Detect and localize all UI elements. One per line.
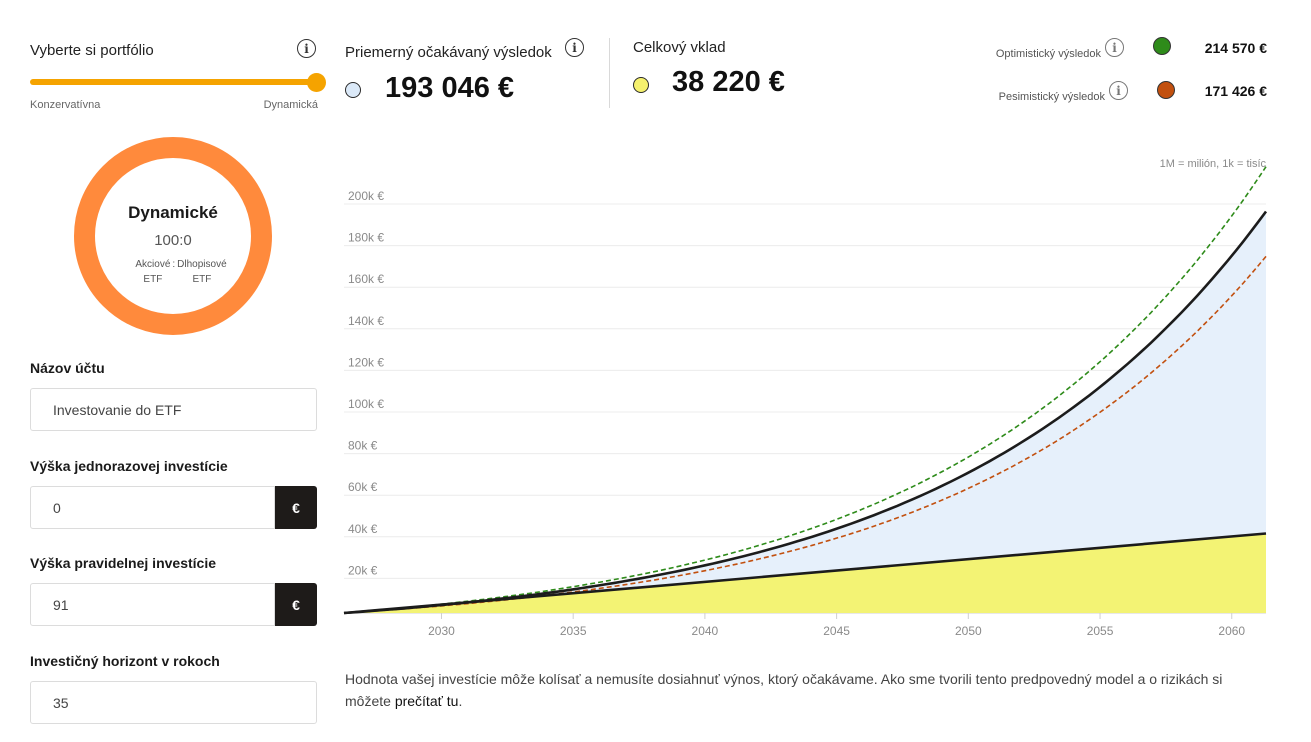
- legend-bonds-line1: Dlhopisové: [177, 259, 227, 270]
- legend-stocks-line2: ETF: [143, 274, 163, 285]
- total-deposit-label: Celkový vklad: [633, 39, 726, 56]
- summary-divider: [609, 38, 610, 108]
- chart-unit-note: 1M = milión, 1k = tisíc: [1160, 158, 1267, 170]
- pessimistic-value: 171 426 €: [1204, 83, 1267, 99]
- regular-investment-label: Výška pravidelnej investície: [30, 555, 216, 571]
- account-name-label: Názov účtu: [30, 360, 105, 376]
- horizon-input[interactable]: 35: [30, 681, 317, 724]
- disclaimer-text: Hodnota vašej investície môže kolísať a …: [345, 671, 1223, 709]
- optimistic-line: [343, 166, 1267, 614]
- y-tick-label: 180k €: [348, 231, 384, 245]
- y-tick-label: 40k €: [348, 522, 378, 536]
- info-icon[interactable]: i: [297, 39, 316, 58]
- portfolio-slider-track[interactable]: [30, 79, 320, 85]
- info-icon[interactable]: i: [565, 38, 584, 57]
- regular-investment-currency-button[interactable]: €: [275, 583, 317, 626]
- lump-sum-label: Výška jednorazovej investície: [30, 458, 228, 474]
- x-tick-label: 2060: [1218, 624, 1245, 638]
- x-tick-label: 2040: [692, 624, 719, 638]
- optimistic-value: 214 570 €: [1204, 40, 1267, 56]
- info-icon[interactable]: i: [1109, 81, 1128, 100]
- regular-investment-input[interactable]: 91: [30, 583, 275, 626]
- optimistic-label: Optimistický výsledok: [995, 48, 1101, 60]
- average-result-label: Priemerný očakávaný výsledok: [345, 44, 552, 61]
- disclaimer-link[interactable]: prečítať tu: [394, 693, 459, 709]
- y-tick-label: 20k €: [348, 563, 378, 577]
- y-tick-label: 60k €: [348, 480, 378, 494]
- legend-bonds-line2: ETF: [192, 274, 212, 285]
- y-tick-label: 80k €: [348, 439, 378, 453]
- horizon-label: Investičný horizont v rokoch: [30, 653, 220, 669]
- average-legend-dot: [345, 82, 361, 98]
- y-tick-label: 200k €: [348, 189, 384, 203]
- y-tick-label: 160k €: [348, 272, 384, 286]
- disclaimer: Hodnota vašej investície môže kolísať a …: [345, 668, 1265, 712]
- account-name-input[interactable]: Investovanie do ETF: [30, 388, 317, 431]
- pessimistic-label: Pesimistický výsledok: [998, 91, 1105, 103]
- portfolio-label: Vyberte si portfólio: [30, 42, 154, 59]
- slider-min-label: Konzervatívna: [30, 99, 101, 111]
- average-result-value: 193 046 €: [385, 72, 515, 104]
- x-tick-label: 2030: [428, 624, 455, 638]
- info-icon[interactable]: i: [1105, 38, 1124, 57]
- allocation-legend: Akciové ETF : Dlhopisové ETF: [118, 257, 244, 287]
- deposit-legend-dot: [633, 77, 649, 93]
- portfolio-slider-handle[interactable]: [307, 73, 326, 92]
- lump-sum-input[interactable]: 0: [30, 486, 275, 529]
- y-axis-ticks: 20k € 40k € 60k € 80k € 100k € 120k € 140k € 16…: [348, 189, 384, 577]
- average-area: [344, 211, 1266, 613]
- optimistic-legend-dot: [1153, 37, 1171, 55]
- lump-sum-currency-button[interactable]: €: [275, 486, 317, 529]
- legend-stocks-line1: Akciové: [135, 259, 171, 270]
- slider-max-label: Dynamická: [263, 99, 318, 111]
- x-tick-label: 2050: [955, 624, 982, 638]
- x-tick-label: 2055: [1087, 624, 1114, 638]
- allocation-ratio: 100:0: [154, 232, 192, 249]
- x-tick-label: 2045: [823, 624, 850, 638]
- total-deposit-value: 38 220 €: [672, 66, 785, 98]
- x-tick-label: 2035: [560, 624, 587, 638]
- deposit-line: [343, 532, 1267, 615]
- legend-separator: :: [172, 259, 176, 270]
- y-tick-label: 120k €: [348, 355, 384, 369]
- portfolio-type-title: Dynamické: [128, 203, 218, 222]
- pessimistic-legend-dot: [1157, 81, 1175, 99]
- y-tick-label: 100k €: [348, 397, 384, 411]
- x-axis-ticks: 2030 2035 2040 2045 2050 2055 2060: [428, 613, 1245, 638]
- disclaimer-end: .: [458, 693, 463, 709]
- y-tick-label: 140k €: [348, 314, 384, 328]
